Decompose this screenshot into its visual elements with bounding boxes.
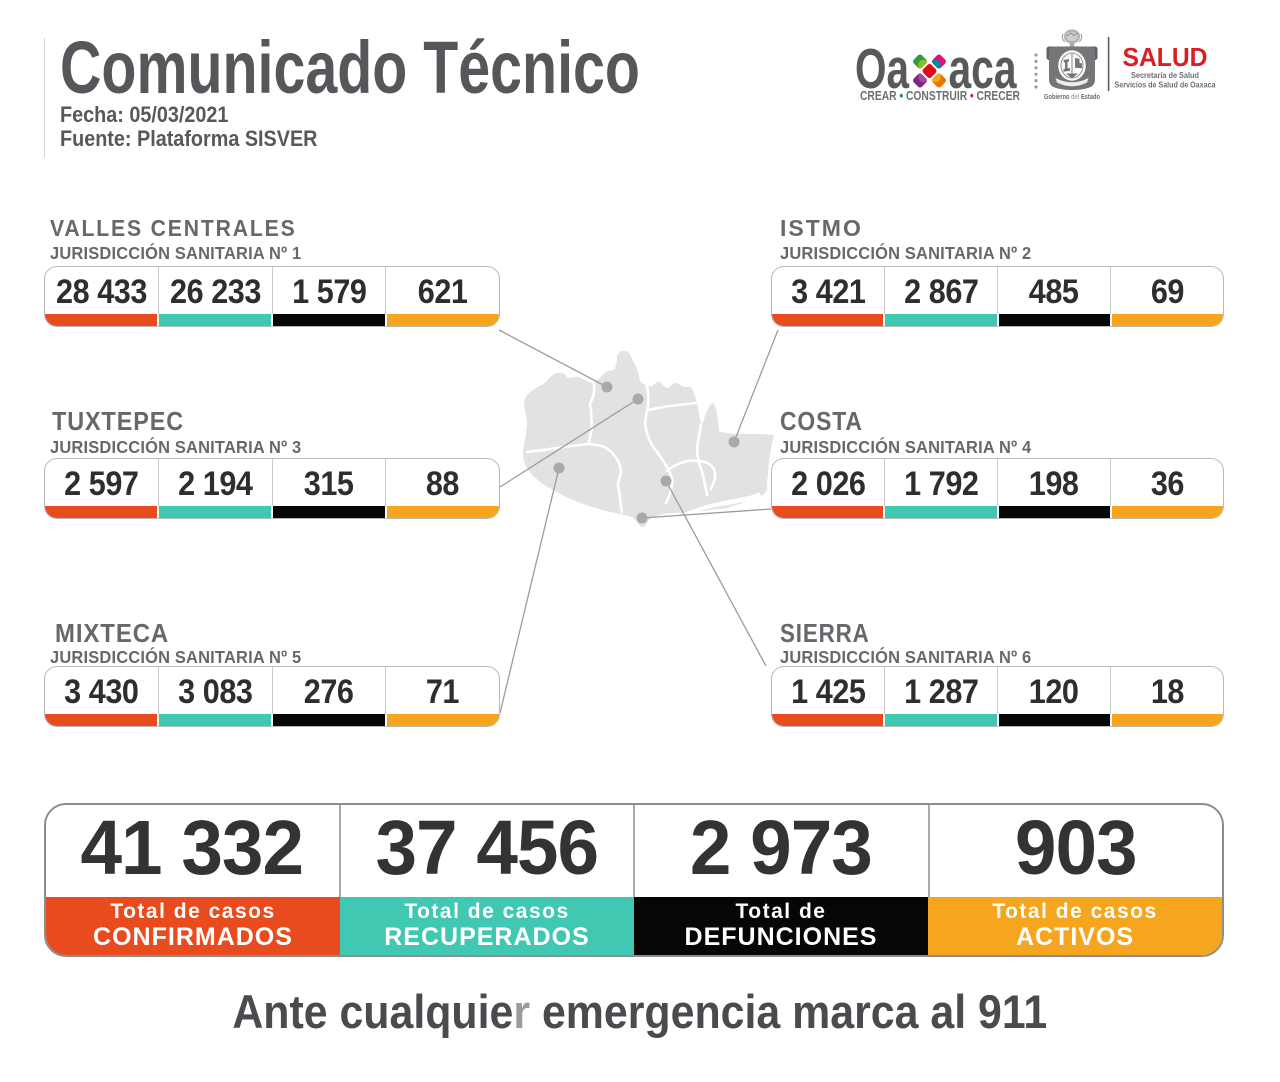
svg-text:CREAR • CONSTRUIR • CRECER: CREAR • CONSTRUIR • CRECER: [860, 89, 1020, 103]
svg-text:Gobierno del Estado: Gobierno del Estado: [1044, 92, 1100, 101]
svg-text:SALUD: SALUD: [1123, 42, 1208, 72]
svg-text:Secretaría de Salud: Secretaría de Salud: [1131, 70, 1199, 80]
svg-text:Oa: Oa: [855, 37, 910, 100]
svg-text:Servicios de Salud de Oaxaca: Servicios de Salud de Oaxaca: [1115, 80, 1216, 90]
svg-text:aca: aca: [949, 37, 1018, 100]
